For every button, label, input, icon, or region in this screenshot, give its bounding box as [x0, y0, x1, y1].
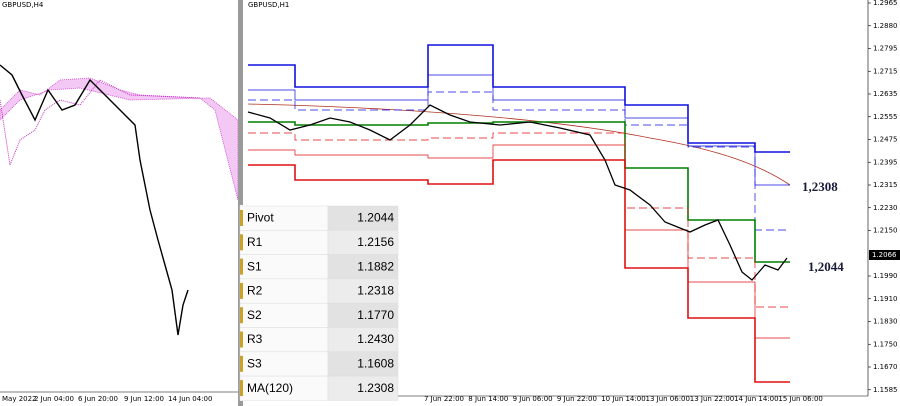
price-candles: [247, 104, 788, 281]
row-value: 1.2044: [357, 211, 394, 225]
right-chart-title: GBPUSD,H1: [248, 1, 289, 9]
current-price: 1.2066: [872, 251, 897, 259]
time-label: 8 Jun 14:00: [468, 395, 508, 403]
price-label: 1.2555: [873, 113, 898, 121]
annotation: 1,2308: [802, 179, 838, 194]
time-label: 9 Jun 12:00: [124, 395, 164, 403]
ma-line: [247, 103, 791, 186]
price-label: 1.2395: [873, 158, 898, 166]
r3-line: [248, 44, 790, 153]
row-label-bg: [239, 302, 329, 328]
row-marker: [240, 258, 243, 275]
time-label: 15 Jun 06:00: [778, 395, 822, 403]
time-label: 6 Jun 20:00: [78, 395, 118, 403]
time-label: 14 Jun 14:00: [734, 395, 778, 403]
time-label: 13 Jun 22:00: [690, 395, 734, 403]
row-label: R3: [247, 332, 263, 346]
time-labels: 7 Jun 22:00 8 Jun 14:00 9 Jun 06:00 9 Jun 2…: [424, 395, 823, 403]
price-label: 1.2315: [873, 181, 898, 189]
row-value-bg: [327, 254, 399, 280]
row-value: 1.1882: [357, 259, 394, 273]
row-marker: [240, 282, 243, 299]
price-label: 1.2475: [873, 136, 898, 144]
price-label: 1.1750: [873, 340, 898, 348]
row-label: Pivot: [247, 211, 274, 225]
price-label: 1.2965: [873, 0, 898, 7]
splitter: [238, 0, 243, 406]
row-value-bg: [327, 351, 399, 377]
row-value-bg: [327, 375, 399, 401]
row-marker: [240, 380, 243, 397]
time-label: May 2022: [2, 395, 37, 403]
row-label: S3: [247, 356, 262, 370]
row-label: R2: [247, 284, 263, 298]
row-label: S2: [247, 308, 262, 322]
price-label: 1.1990: [873, 272, 898, 280]
row-label-bg: [239, 254, 329, 280]
pivot-line: [248, 121, 790, 263]
row-label: MA(120): [247, 381, 293, 395]
time-label: 9 Jun 06:00: [513, 395, 553, 403]
time-label: 9 Jun 22:00: [557, 395, 597, 403]
row-marker: [240, 210, 243, 226]
row-value: 1.2156: [357, 235, 394, 249]
row-label: R1: [247, 235, 263, 249]
ichimoku-cloud: [0, 77, 239, 201]
row-value-bg: [327, 205, 399, 231]
row-value: 1.2318: [357, 284, 394, 298]
time-label: 2 Jun 04:00: [34, 395, 74, 403]
s2-line: [248, 144, 790, 339]
s3-line: [248, 159, 790, 383]
row-value: 1.2430: [357, 332, 394, 346]
row-label-bg: [239, 375, 329, 401]
row-marker: [240, 307, 243, 324]
price-label: 1.2150: [873, 227, 898, 235]
price-label: 1.1670: [873, 363, 898, 371]
price-label: 1.2880: [873, 22, 898, 30]
row-label: S1: [247, 259, 262, 273]
row-value-bg: [327, 302, 399, 328]
row-value: 1.1608: [357, 356, 394, 370]
row-marker: [240, 355, 243, 372]
row-label-bg: [239, 278, 329, 304]
price-label: 1.2635: [873, 90, 898, 98]
annotation: 1,2044: [808, 259, 844, 274]
price-label: 1.2795: [873, 45, 898, 53]
time-label: 14 Jun 04:00: [168, 395, 212, 403]
row-value: 1.1770: [357, 308, 394, 322]
time-label: 7 Jun 22:00: [424, 395, 464, 403]
price-label: 1.1830: [873, 318, 898, 326]
right-chart: GBPUSD,H1 1.2965 1.2880 1.2795 1.2715 1.2635…: [243, 0, 900, 403]
pivot-table: Pivot 1.2044 R1 1.2156 S1 1.1882 R2 1.2318 S2 1.1…: [239, 205, 399, 401]
price-labels: 1.2965 1.2880 1.2795 1.2715 1.2635 1.2555 1.24…: [868, 0, 898, 394]
row-marker: [240, 331, 243, 348]
price-label: 1.1585: [873, 386, 898, 394]
s1-line: [248, 132, 790, 308]
left-chart-title: GBPUSD,H4: [2, 1, 44, 9]
ichimoku-line: [0, 79, 201, 167]
left-chart-bg: [0, 0, 238, 406]
row-value: 1.2308: [357, 381, 394, 395]
time-label: 10 Jun 14:00: [601, 395, 645, 403]
time-label: 13 Jun 06:00: [646, 395, 690, 403]
row-label-bg: [239, 230, 329, 255]
row-value-bg: [327, 278, 399, 304]
r2-line: [248, 74, 790, 186]
row-marker: [240, 234, 243, 251]
price-label: 1.2715: [873, 67, 898, 75]
price-candles: [0, 64, 189, 336]
r1-line: [248, 91, 790, 231]
current-price-box: [869, 250, 900, 260]
row-value-bg: [327, 327, 399, 353]
price-label: 1.1910: [873, 295, 898, 303]
price-label: 1.2230: [873, 204, 898, 212]
